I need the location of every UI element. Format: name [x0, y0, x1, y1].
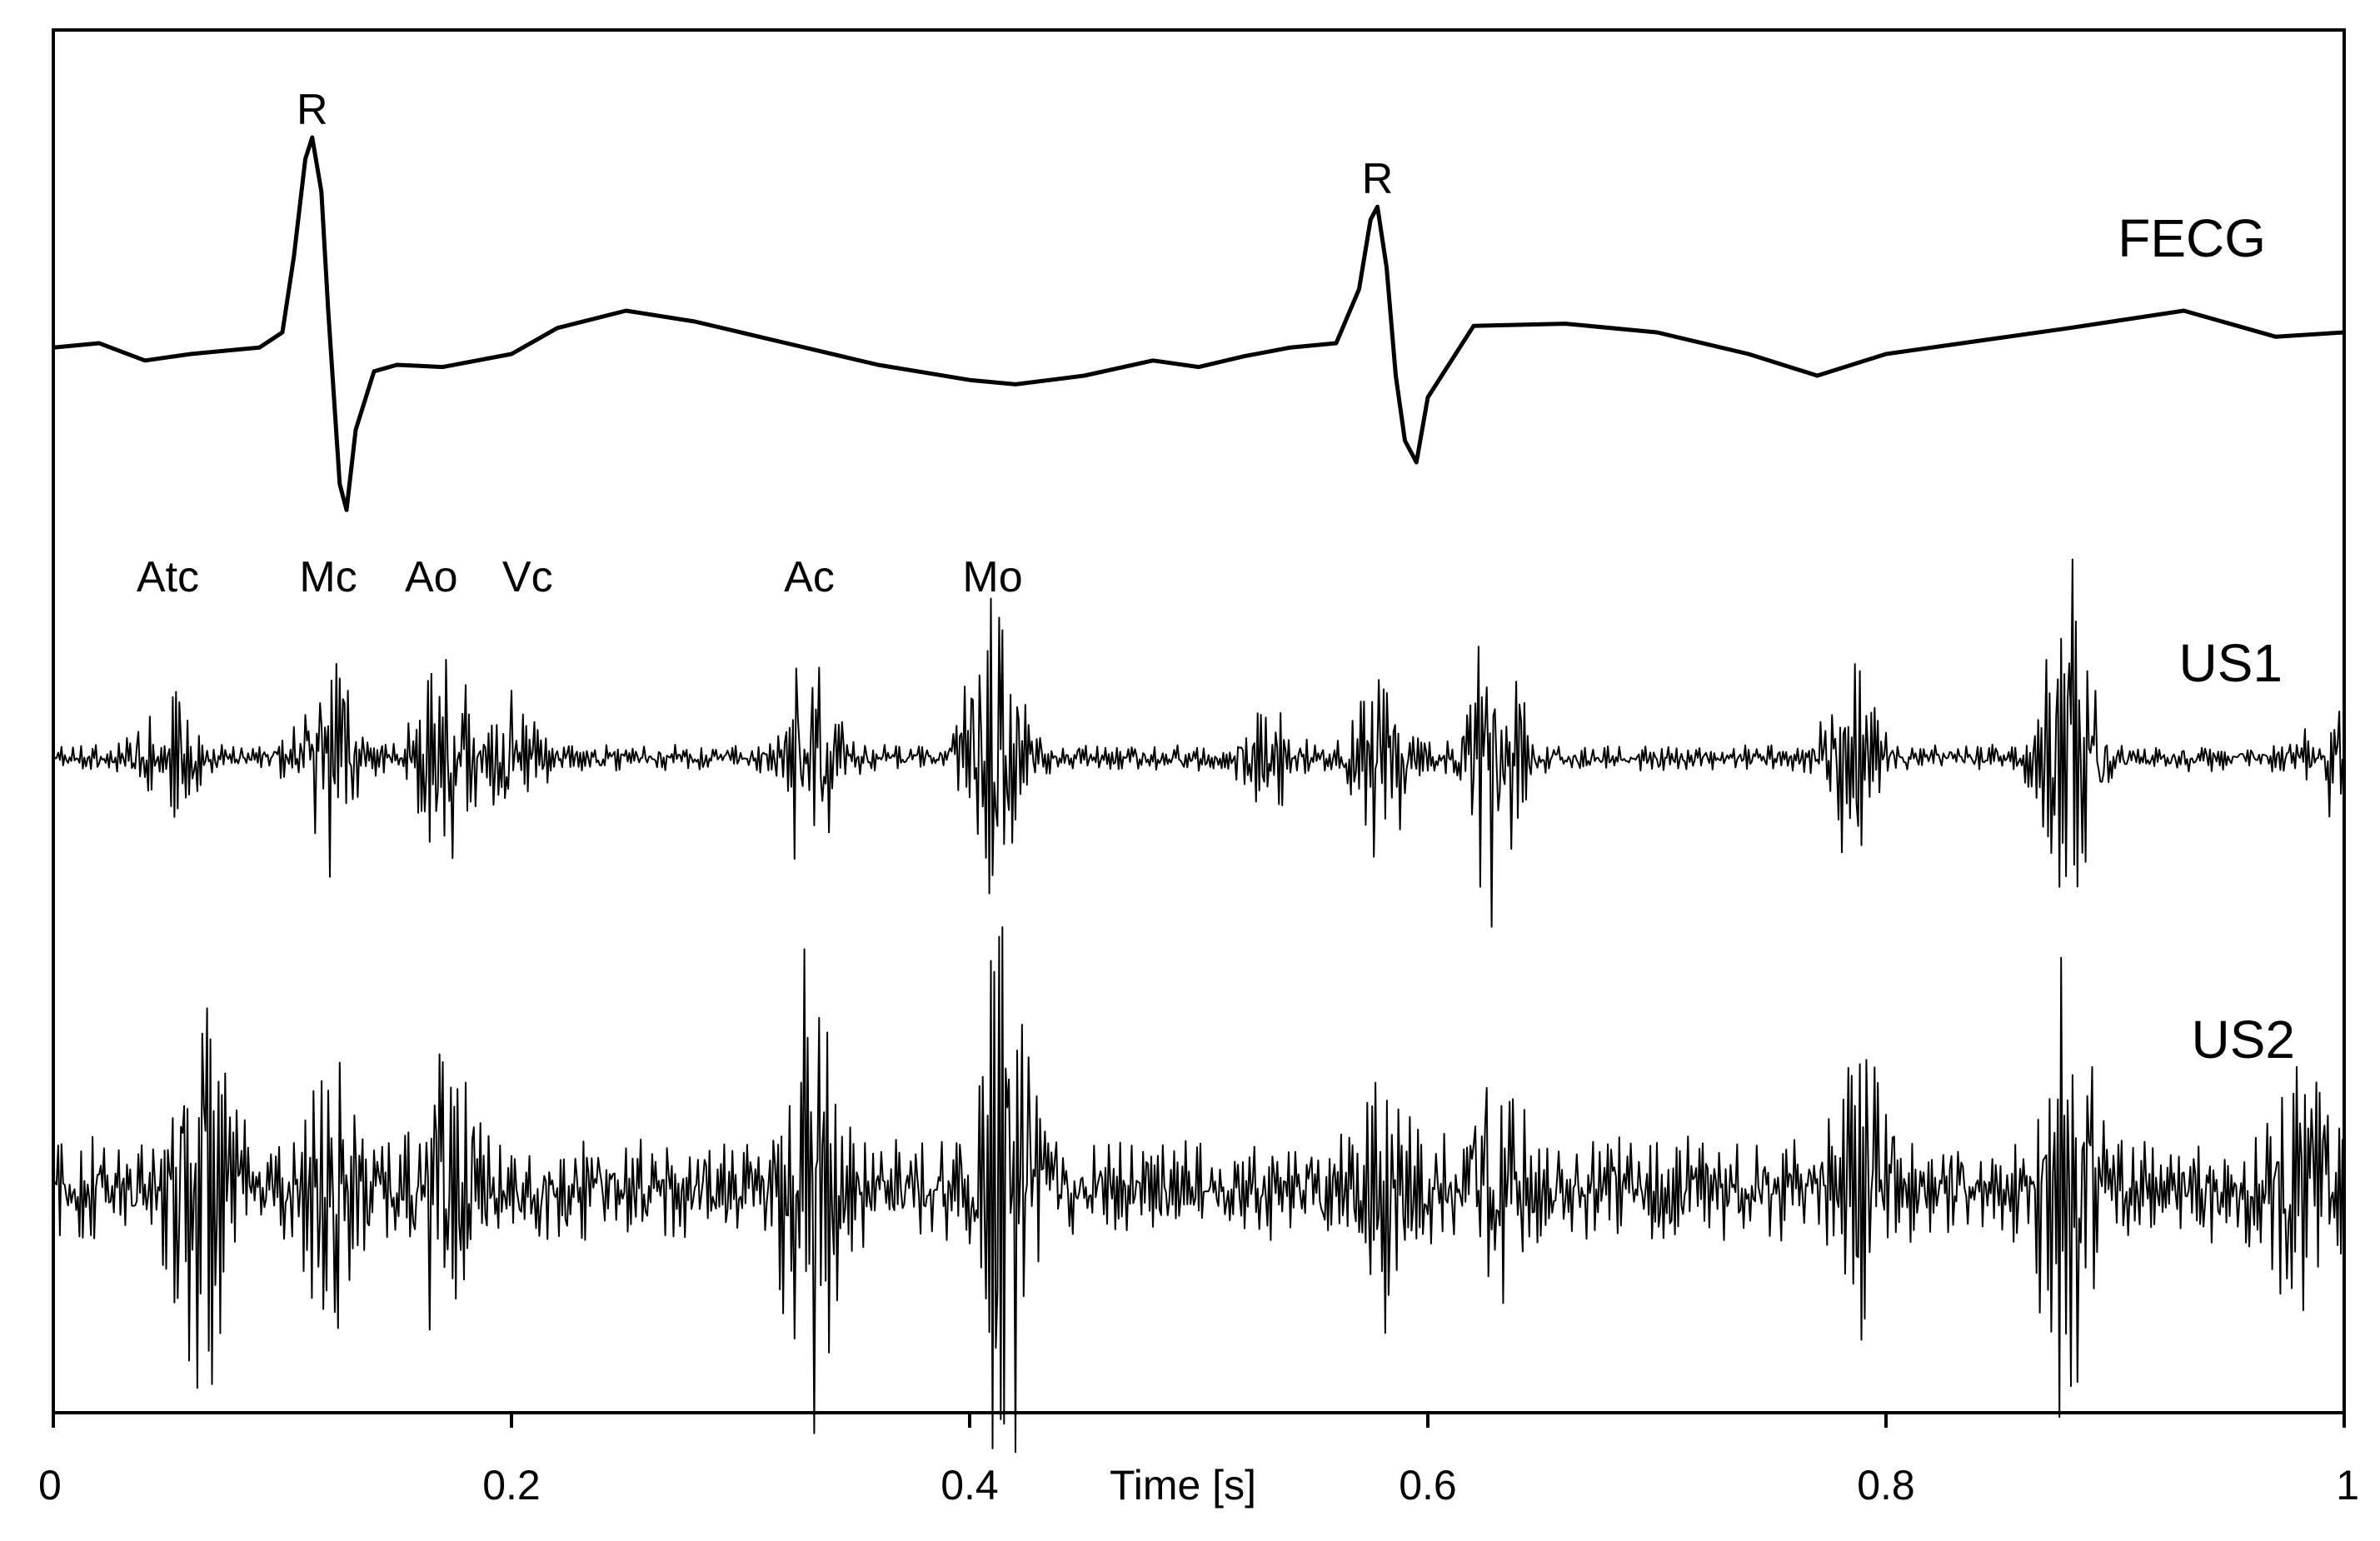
annotation-mc-3: Mc [299, 553, 357, 601]
annotations: R R Atc Mc Ao Vc Ac Mo [137, 86, 1393, 601]
series-line-us2 [52, 926, 2345, 1454]
x-tick-label: 0.6 [1399, 1462, 1457, 1509]
traces [52, 135, 2345, 1454]
plot-frame [52, 28, 2346, 1414]
series-line-us1 [52, 558, 2345, 928]
series-label-fecg: FECG [2118, 208, 2266, 268]
x-tick-label: 1 [2336, 1462, 2359, 1509]
x-tick-label: 0.4 [941, 1462, 999, 1509]
annotation-ao-4: Ao [405, 553, 458, 601]
annotation-mo-7: Mo [962, 553, 1022, 601]
annotation-r-0: R [297, 86, 328, 134]
series-label-us2: US2 [2192, 1010, 2296, 1070]
annotation-atc-2: Atc [137, 553, 199, 601]
x-axis-title: Time [s] [1110, 1462, 1256, 1509]
x-axis: 0 0.2 0.4 0.6 0.8 1 [38, 1413, 2359, 1509]
x-tick-label: 0.8 [1857, 1462, 1915, 1509]
series-label-us1: US1 [2179, 633, 2283, 693]
x-tick-label: 0.2 [482, 1462, 541, 1509]
annotation-ac-6: Ac [784, 553, 835, 601]
series-line-fecg [52, 135, 2345, 512]
x-tick-label: 0 [38, 1462, 62, 1509]
annotation-r-1: R [1362, 155, 1394, 203]
annotation-vc-5: Vc [502, 553, 553, 601]
